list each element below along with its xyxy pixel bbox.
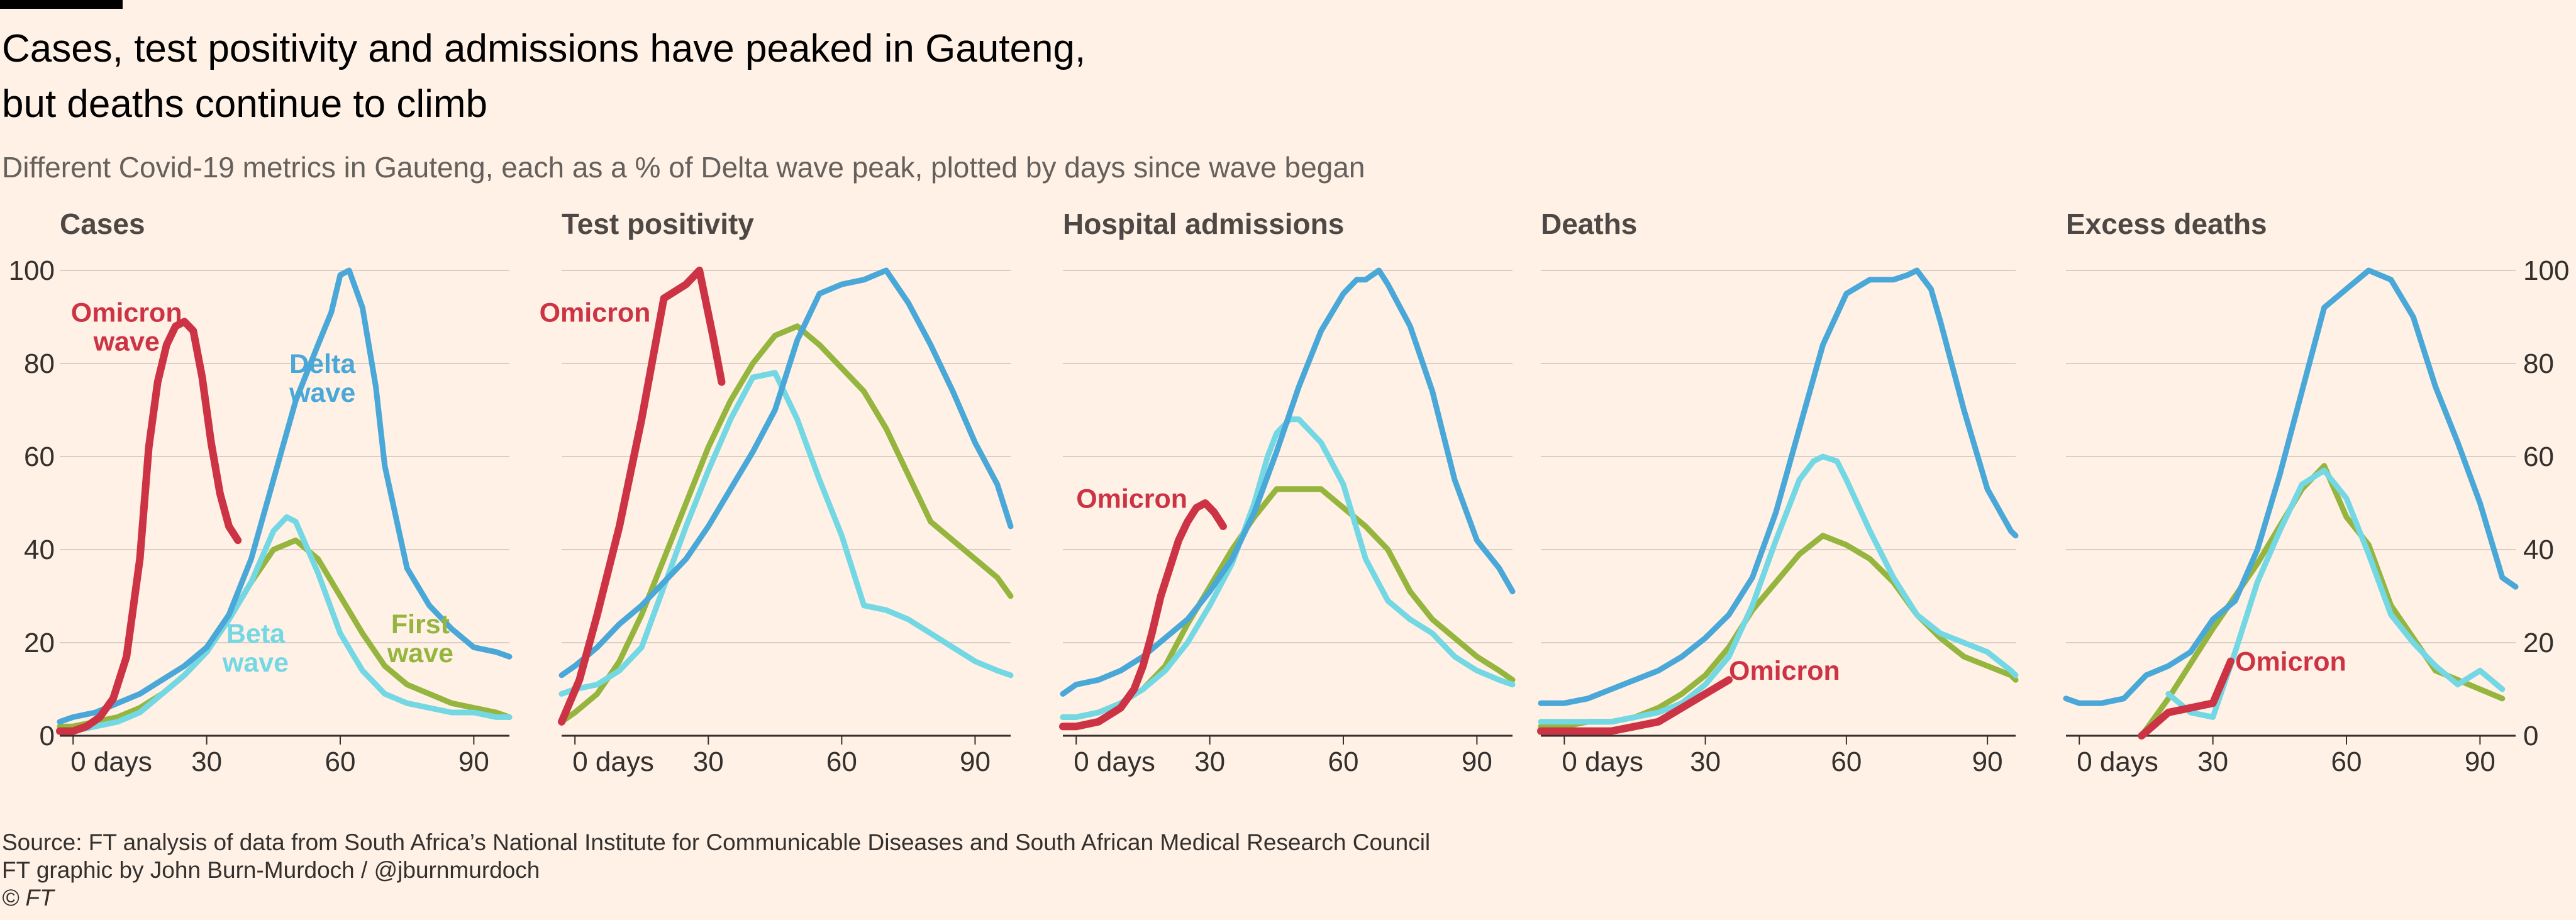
y-tick-label: 60	[24, 441, 55, 472]
annotation-omicron-wave: Omicron wave	[71, 297, 182, 357]
y-tick-label: 60	[2523, 441, 2554, 472]
series-delta-wave	[558, 267, 1014, 679]
annotation-line: wave	[289, 378, 355, 408]
footer: Source: FT analysis of data from South A…	[2, 829, 1430, 912]
panel-deaths: Deaths 0 days 30 60 90 Omicron	[1537, 208, 2019, 777]
title-line-2: but deaths continue to climb	[2, 82, 488, 126]
x-tick-label: 60	[325, 746, 356, 777]
annotation-line: wave	[93, 326, 160, 357]
panel-title: Deaths	[1541, 208, 1637, 240]
x-tick-label: 60	[1831, 746, 1862, 777]
x-tick-label: 30	[2197, 746, 2228, 777]
series-first-wave	[1060, 486, 1516, 720]
series-beta-wave	[1060, 416, 1516, 720]
panel-hospital-admissions: Hospital admissions 0 days 30 60 90 Omicron	[1059, 208, 1516, 777]
series-delta-wave	[57, 267, 513, 725]
x-tick-label: 0 days	[1562, 746, 1643, 777]
y-tick-label: 0	[40, 721, 55, 751]
series-delta-wave	[1060, 267, 1516, 697]
annotation-beta-wave: Beta wave	[222, 619, 289, 678]
annotation-line: First	[391, 609, 450, 640]
series-omicron	[558, 267, 726, 726]
panel-test-positivity: Test positivity 0 days 30 60 90 Omicron	[540, 208, 1014, 777]
annotation-omicron: Omicron	[540, 297, 651, 328]
title-line-1: Cases, test positivity and admissions ha…	[2, 27, 1086, 70]
panel-title: Cases	[60, 208, 145, 240]
annotation-line: Omicron	[1076, 484, 1187, 514]
annotation-line: wave	[387, 638, 453, 668]
graphic-credit: FT graphic by John Burn-Murdoch / @jburn…	[2, 857, 540, 883]
x-tick-label: 90	[1462, 746, 1492, 777]
chart-subtitle: Different Covid-19 metrics in Gauteng, e…	[2, 151, 1365, 184]
x-tick-label: 60	[1328, 746, 1359, 777]
annotation-omicron: Omicron	[1729, 656, 1840, 686]
y-tick-label: 0	[2523, 721, 2538, 751]
annotation-line: Beta	[226, 619, 286, 649]
series-beta-wave	[2165, 467, 2506, 720]
x-tick-label: 60	[2331, 746, 2362, 777]
series-delta-wave	[1538, 267, 2019, 706]
chart-title: Cases, test positivity and admissions ha…	[2, 21, 1385, 132]
y-tick-label: 100	[9, 255, 55, 286]
y-tick-label: 20	[24, 628, 55, 658]
x-tick-label: 90	[2465, 746, 2496, 777]
annotation-line: Delta	[289, 349, 356, 379]
series-beta-wave	[558, 370, 1014, 697]
ft-top-bar	[0, 0, 123, 9]
annotation-line: Omicron	[71, 297, 182, 328]
y-tick-label: 80	[24, 348, 55, 379]
series-omicron	[1059, 499, 1227, 731]
panel-excess-deaths: Excess deaths 0 20 40 60 80 100 0 days 30 60 90 Omi…	[2063, 208, 2569, 777]
x-tick-label: 30	[191, 746, 222, 777]
x-tick-label: 90	[458, 746, 489, 777]
x-tick-label: 60	[826, 746, 857, 777]
series-delta-wave	[2063, 267, 2519, 706]
series-omicron-wave	[56, 318, 242, 735]
series-first-wave	[57, 537, 513, 729]
x-tick-label: 0 days	[70, 746, 152, 777]
annotation-omicron: Omicron	[2235, 646, 2346, 677]
series-omicron	[1537, 676, 1733, 735]
x-tick-label: 30	[693, 746, 724, 777]
series-beta-wave	[1538, 453, 2019, 725]
annotation-omicron: Omicron	[1076, 484, 1187, 514]
y-tick-label: 40	[24, 535, 55, 565]
x-tick-label: 0 days	[2077, 746, 2158, 777]
x-tick-label: 30	[1194, 746, 1225, 777]
panel-title: Excess deaths	[2066, 208, 2267, 240]
panel-title: Test positivity	[562, 208, 754, 240]
x-tick-label: 0 days	[1074, 746, 1155, 777]
x-tick-label: 0 days	[572, 746, 654, 777]
series-first-wave	[2138, 463, 2506, 739]
annotation-line: Omicron	[540, 297, 651, 328]
x-tick-label: 90	[960, 746, 991, 777]
panel-title: Hospital admissions	[1063, 208, 1344, 240]
y-tick-label: 100	[2523, 255, 2569, 286]
source-note: Source: FT analysis of data from South A…	[2, 829, 1431, 855]
y-tick-label: 20	[2523, 628, 2554, 658]
y-tick-label: 40	[2523, 535, 2554, 565]
copyright: © FT	[2, 885, 54, 911]
x-tick-label: 30	[1690, 746, 1721, 777]
y-tick-label: 80	[2523, 348, 2554, 379]
series-first-wave	[1538, 533, 2019, 729]
annotation-line: wave	[222, 648, 289, 678]
x-tick-label: 90	[1972, 746, 2003, 777]
series-beta-wave	[57, 514, 513, 734]
series-omicron	[2138, 657, 2235, 740]
annotation-first-wave: First wave	[387, 609, 453, 668]
series-first-wave	[558, 323, 1014, 725]
annotation-line: Omicron	[2235, 646, 2346, 677]
annotation-line: Omicron	[1729, 656, 1840, 686]
annotation-delta-wave: Delta wave	[289, 349, 356, 408]
